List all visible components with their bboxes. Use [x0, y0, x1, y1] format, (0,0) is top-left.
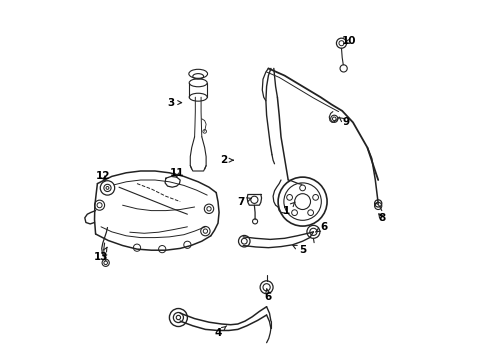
Text: 9: 9	[339, 117, 349, 127]
Text: 11: 11	[170, 168, 184, 178]
Text: 6: 6	[316, 222, 328, 232]
Text: 13: 13	[94, 247, 108, 262]
Text: 12: 12	[96, 171, 110, 181]
Text: 2: 2	[220, 155, 233, 165]
Text: 10: 10	[342, 36, 357, 46]
Text: 5: 5	[293, 245, 306, 255]
Circle shape	[100, 181, 115, 195]
Text: 4: 4	[214, 326, 226, 338]
Text: 3: 3	[168, 98, 182, 108]
Text: 7: 7	[238, 197, 251, 207]
Text: 1: 1	[283, 202, 295, 216]
Text: 8: 8	[378, 213, 386, 223]
Text: 6: 6	[265, 289, 272, 302]
